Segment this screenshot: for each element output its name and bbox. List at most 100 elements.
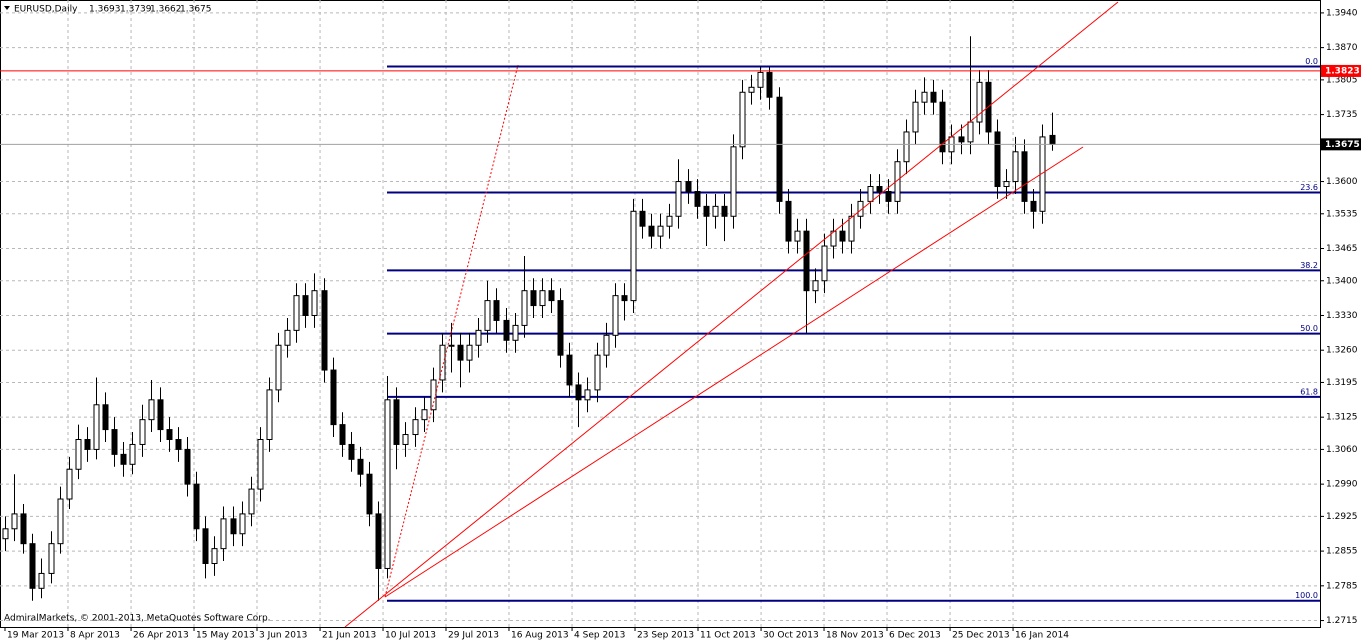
candle-body	[548, 290, 555, 302]
x-tick-label: 6 Dec 2013	[889, 631, 941, 641]
candle-body	[666, 215, 673, 227]
candle-body	[857, 200, 864, 217]
y-tick-label: 1.2990	[1326, 480, 1358, 490]
candle-body	[357, 458, 364, 475]
candle-body	[2, 528, 9, 540]
candle-body	[484, 300, 491, 331]
fan-line	[384, 64, 519, 598]
candle-body	[1049, 134, 1056, 145]
candle-body	[603, 334, 610, 356]
candle-body	[466, 344, 473, 361]
candle-body	[830, 230, 837, 247]
candle-body	[867, 186, 874, 202]
x-tick-label: 29 Jul 2013	[448, 631, 499, 641]
price-label: 1.3823	[1325, 66, 1360, 76]
candle-body	[239, 513, 246, 535]
x-tick-label: 19 Mar 2013	[7, 631, 64, 641]
candle-body	[38, 572, 45, 589]
candle-body	[366, 473, 373, 515]
candle-body	[66, 468, 73, 500]
candle-body	[493, 300, 500, 321]
candle-body	[20, 513, 27, 545]
high-value: 1.3739	[120, 5, 152, 15]
candle-body	[148, 399, 155, 421]
candle-body	[566, 354, 573, 386]
candle-body	[885, 190, 892, 202]
y-tick-label: 1.2715	[1326, 616, 1358, 626]
x-tick-label: 21 Jun 2013	[322, 631, 376, 641]
candle-body	[321, 290, 328, 371]
candle-body	[475, 329, 482, 346]
x-tick-label: 10 Jul 2013	[385, 631, 436, 641]
fib-label: 0.0	[1305, 57, 1318, 66]
marks: 0.0 23.6 38.2 50.0 61.8 100.0	[0, 36, 1320, 602]
y-tick-label: 1.3940	[1326, 8, 1358, 18]
x-tick-label: 26 Apr 2013	[133, 631, 189, 641]
candle-body	[202, 528, 209, 565]
candle-body	[685, 181, 692, 192]
y-tick-label: 1.3805	[1326, 75, 1358, 85]
candle-body	[721, 205, 728, 217]
candle-body	[894, 161, 901, 202]
candle-body	[612, 295, 619, 336]
candle-body	[739, 91, 746, 148]
candle-body	[794, 230, 801, 242]
candle-body	[166, 429, 173, 440]
candle-body	[102, 404, 109, 431]
candle-body	[402, 434, 409, 445]
candle-body	[930, 91, 937, 103]
candle-body	[621, 295, 628, 302]
candle-body	[111, 429, 118, 455]
candle-body	[512, 324, 519, 341]
candle-body	[994, 131, 1001, 188]
fib-label: 38.2	[1300, 261, 1318, 270]
candle-body	[257, 438, 264, 490]
x-tick-label: 3 Jun 2013	[259, 631, 307, 641]
candle-body	[302, 295, 309, 316]
candle-body	[839, 230, 846, 242]
x-tick-label: 8 Apr 2013	[70, 631, 120, 641]
candle-body	[184, 448, 191, 485]
candle-body	[384, 399, 391, 569]
candle-body	[539, 290, 546, 307]
candle-body	[284, 329, 291, 346]
y-tick-label: 1.3260	[1326, 346, 1358, 356]
candle-body	[675, 181, 682, 217]
fib-label: 100.0	[1295, 591, 1318, 600]
menu-arrow[interactable]	[4, 6, 10, 10]
candle-body	[1021, 151, 1028, 202]
y-tick-label: 1.2785	[1326, 581, 1358, 591]
candle-body	[75, 438, 82, 470]
candle-body	[248, 488, 255, 515]
candle-body	[594, 354, 601, 391]
y-tick-label: 1.3125	[1326, 413, 1358, 423]
x-tick-label: 11 Oct 2013	[700, 631, 756, 641]
candle-body	[639, 210, 646, 227]
candle-body	[157, 399, 164, 431]
price-label: 1.3675	[1325, 140, 1360, 150]
candle-body	[120, 453, 127, 465]
x-tick-label: 4 Sep 2013	[574, 631, 625, 641]
candle-body	[766, 71, 773, 98]
candle-body	[1003, 181, 1010, 188]
candle-body	[211, 548, 218, 565]
candle-body	[503, 319, 510, 341]
x-tick-label: 30 Oct 2013	[763, 631, 819, 641]
candle-body	[584, 389, 591, 401]
x-tick-label: 23 Sep 2013	[637, 631, 694, 641]
x-tick-label: 15 May 2013	[196, 631, 255, 641]
y-tick-label: 1.3465	[1326, 244, 1358, 254]
candle-body	[457, 344, 464, 361]
candle-body	[348, 443, 355, 460]
candle-body	[648, 225, 655, 237]
candle-body	[1039, 136, 1046, 212]
candle-body	[976, 81, 983, 123]
candle-body	[821, 245, 828, 282]
credit: AdmiralMarkets, © 2001-2013, MetaQuotes …	[4, 614, 271, 624]
candle-body	[29, 543, 36, 589]
y-tick-label: 1.3195	[1326, 378, 1358, 388]
candle-body	[193, 483, 200, 530]
candle-body	[1012, 151, 1019, 183]
y-tick-label: 1.3870	[1326, 43, 1358, 53]
x-tick-label: 18 Nov 2013	[826, 631, 884, 641]
